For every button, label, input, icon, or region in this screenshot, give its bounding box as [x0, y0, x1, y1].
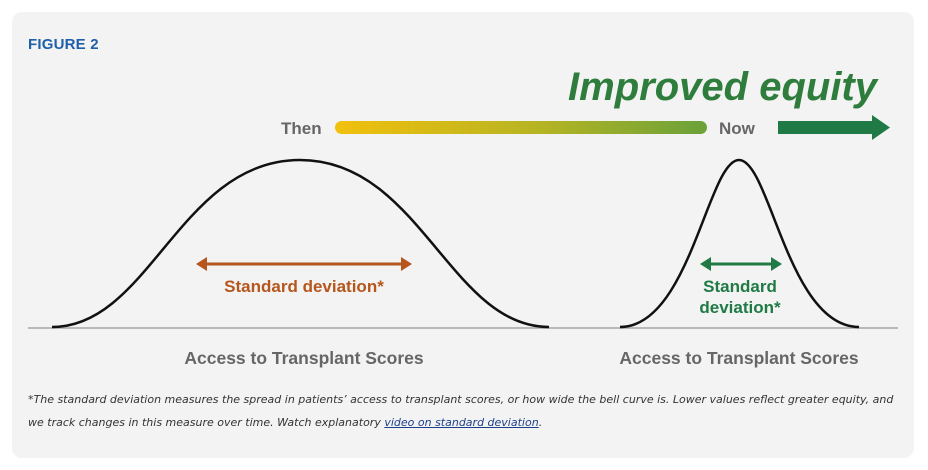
left-sd-label: Standard deviation* — [224, 277, 384, 296]
right-axis-label: Access to Transplant Scores — [619, 348, 859, 368]
timeline-arrow-icon — [778, 115, 890, 140]
left-sd-arrow — [196, 257, 412, 271]
left-axis-label: Access to Transplant Scores — [184, 348, 424, 368]
right-sd-arrow — [700, 257, 782, 271]
caption-end: . — [538, 416, 543, 429]
timeline-gradient-bar — [335, 121, 707, 134]
figure-card — [12, 12, 914, 458]
narrow-bell-curve — [619, 158, 860, 329]
figure-label: FIGURE 2 — [28, 36, 99, 53]
caption-text: *The standard deviation measures the spr… — [28, 393, 894, 429]
wide-bell-curve — [51, 158, 550, 329]
caption: *The standard deviation measures the spr… — [28, 388, 898, 434]
headline: Improved equity — [568, 65, 879, 109]
timeline-now-label: Now — [719, 119, 756, 138]
right-sd-label-line2: deviation* — [699, 298, 781, 317]
right-sd-label-line1: Standard — [703, 277, 777, 296]
timeline-then-label: Then — [281, 119, 322, 138]
sd-video-link[interactable]: video on standard deviation — [384, 416, 539, 429]
